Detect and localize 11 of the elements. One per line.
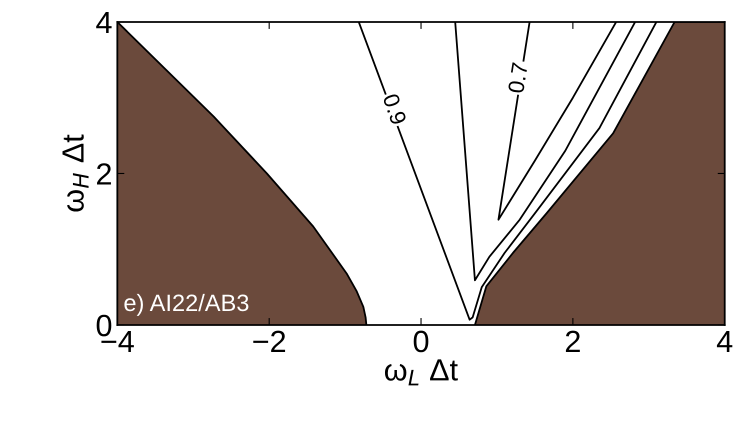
x-tick-label: 2 — [566, 330, 580, 352]
annotation: 0.7 — [508, 62, 528, 94]
x-axis-title: ω$_{L}$ Δt — [384, 359, 458, 386]
y-tick-label: 2 — [97, 163, 111, 185]
annotation: e) AI22/AB3 — [124, 294, 248, 316]
y-axis-title: ω$_{H}$ Δt — [62, 134, 89, 212]
x-tick-label: 0 — [414, 330, 428, 352]
y-tick-label: 4 — [96, 12, 112, 34]
x-tick-label: 4 — [716, 330, 732, 352]
x-tick-label: −2 — [253, 330, 286, 352]
annotation: 0.9 — [382, 92, 407, 126]
